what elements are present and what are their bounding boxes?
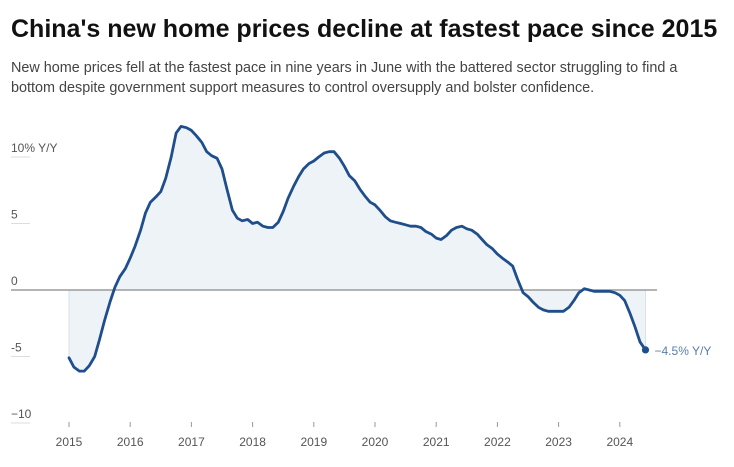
x-tick-label: 2023 [545,435,572,449]
y-tick-label: 10% Y/Y [11,141,57,155]
area-fill [68,125,646,372]
chart-title: China's new home prices decline at faste… [11,15,718,43]
x-tick-label: 2017 [178,435,205,449]
x-tick-label: 2019 [300,435,327,449]
x-tick-label: 2021 [423,435,450,449]
area-layer [68,125,646,372]
end-value-label: −4.5% Y/Y [655,344,712,358]
axis-layer: 10% Y/Y 5 0 -5 −10 2015 2016 2017 2018 2019 2020 20… [11,141,657,449]
x-tick-label: 2018 [239,435,266,449]
y-tick-label: -5 [11,341,22,355]
line-layer [67,125,650,373]
chart-subtitle: New home prices fell at the fastest pace… [11,60,678,96]
x-tick-label: 2022 [484,435,511,449]
end-point-marker [641,346,650,354]
x-tick-label: 2015 [56,435,83,449]
x-tick-label: 2024 [606,435,633,449]
y-tick-label: −10 [11,407,32,421]
price-line [67,125,647,373]
y-tick-label: 5 [11,208,18,222]
y-tick-label: 0 [11,274,18,288]
x-tick-label: 2020 [362,435,389,449]
label-layer: −4.5% Y/Y [655,344,712,358]
x-tick-label: 2016 [117,435,144,449]
